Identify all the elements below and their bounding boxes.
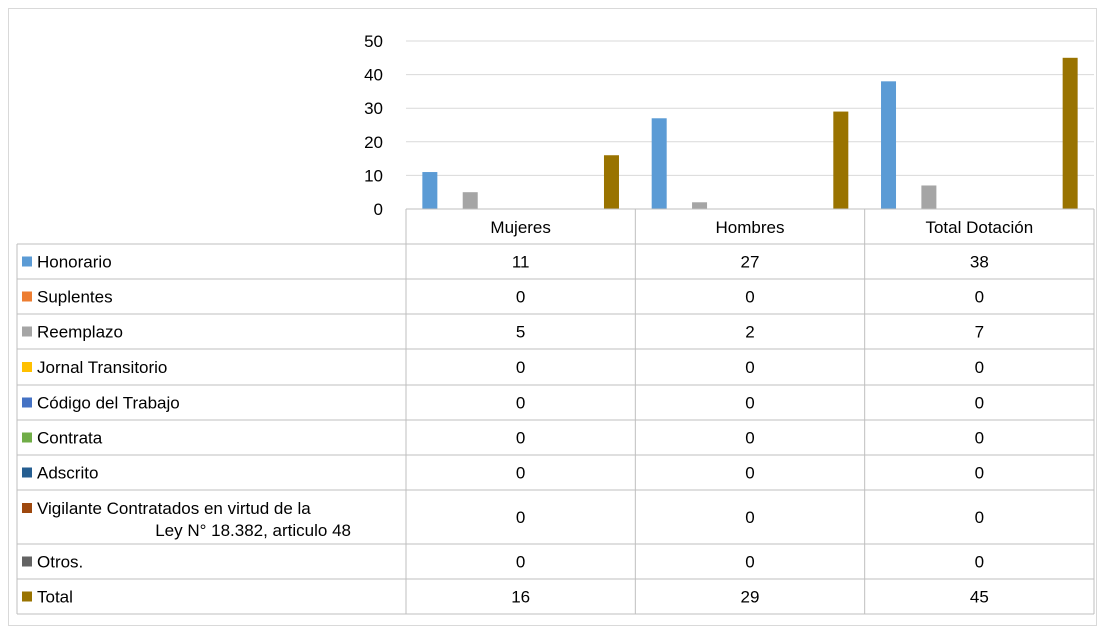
bar xyxy=(921,185,937,209)
bar xyxy=(692,202,708,209)
legend-label: Código del Trabajo xyxy=(37,394,180,413)
data-table-value: 0 xyxy=(516,508,525,527)
x-tick-label: Mujeres xyxy=(490,218,550,237)
legend-label: Total xyxy=(37,588,73,607)
legend-swatch xyxy=(22,556,32,567)
data-table-value: 0 xyxy=(516,394,525,413)
legend-label: Contrata xyxy=(37,429,103,448)
legend-label-continued: Ley N° 18.382, articulo 48 xyxy=(155,521,351,540)
data-table-value: 0 xyxy=(516,464,525,483)
bar xyxy=(462,192,478,209)
chart-frame xyxy=(8,8,1097,626)
data-table-value: 0 xyxy=(745,429,754,448)
bar xyxy=(651,118,667,209)
legend-label: Honorario xyxy=(37,253,112,272)
data-table-value: 0 xyxy=(975,394,984,413)
data-table-value: 7 xyxy=(975,323,984,342)
x-tick-label: Hombres xyxy=(716,218,785,237)
legend-swatch xyxy=(22,591,32,602)
legend-swatch xyxy=(22,432,32,443)
data-table-value: 38 xyxy=(970,253,989,272)
bar xyxy=(603,155,619,209)
x-tick-label: Total Dotación xyxy=(925,218,1033,237)
legend-label: Reemplazo xyxy=(37,323,123,342)
data-table-value: 16 xyxy=(511,588,530,607)
data-table-value: 0 xyxy=(975,508,984,527)
data-table-value: 11 xyxy=(512,253,530,272)
bar xyxy=(881,81,897,209)
legend-label: Adscrito xyxy=(37,464,98,483)
data-table-value: 0 xyxy=(975,464,984,483)
data-table-value: 0 xyxy=(516,429,525,448)
data-table-value: 27 xyxy=(741,253,760,272)
data-table-value: 0 xyxy=(975,429,984,448)
y-tick-label: 10 xyxy=(364,166,383,185)
y-tick-label: 50 xyxy=(364,32,383,51)
data-table-value: 0 xyxy=(975,288,984,307)
legend-swatch xyxy=(22,291,32,302)
legend-swatch xyxy=(22,397,32,408)
data-table-value: 0 xyxy=(745,553,754,572)
legend-swatch xyxy=(22,362,32,372)
data-table-value: 45 xyxy=(970,588,989,607)
y-tick-label: 20 xyxy=(364,133,383,152)
bar xyxy=(833,111,849,209)
legend-label: Suplentes xyxy=(37,288,113,307)
data-table-value: 0 xyxy=(516,288,525,307)
data-table-value: 0 xyxy=(745,464,754,483)
bar xyxy=(1062,57,1078,209)
y-tick-label: 0 xyxy=(374,200,383,219)
legend-swatch xyxy=(22,326,32,337)
data-table-value: 0 xyxy=(745,358,754,377)
y-tick-label: 30 xyxy=(364,99,383,118)
data-table-value: 2 xyxy=(745,323,754,342)
legend-label: Vigilante Contratados en virtud de la xyxy=(37,499,311,518)
legend-label: Jornal Transitorio xyxy=(37,358,167,377)
data-table-value: 0 xyxy=(745,288,754,307)
legend-swatch xyxy=(22,467,32,478)
legend-swatch xyxy=(22,503,32,513)
data-table-value: 0 xyxy=(516,553,525,572)
legend-label: Otros. xyxy=(37,553,83,572)
data-table-value: 0 xyxy=(975,553,984,572)
y-tick-label: 40 xyxy=(364,66,383,85)
data-table-value: 0 xyxy=(975,358,984,377)
data-table-value: 0 xyxy=(745,394,754,413)
data-table-value: 5 xyxy=(516,323,525,342)
data-table-value: 29 xyxy=(741,588,760,607)
legend-swatch xyxy=(22,256,32,267)
bar xyxy=(422,172,438,209)
data-table-value: 0 xyxy=(516,358,525,377)
data-table-value: 0 xyxy=(745,508,754,527)
